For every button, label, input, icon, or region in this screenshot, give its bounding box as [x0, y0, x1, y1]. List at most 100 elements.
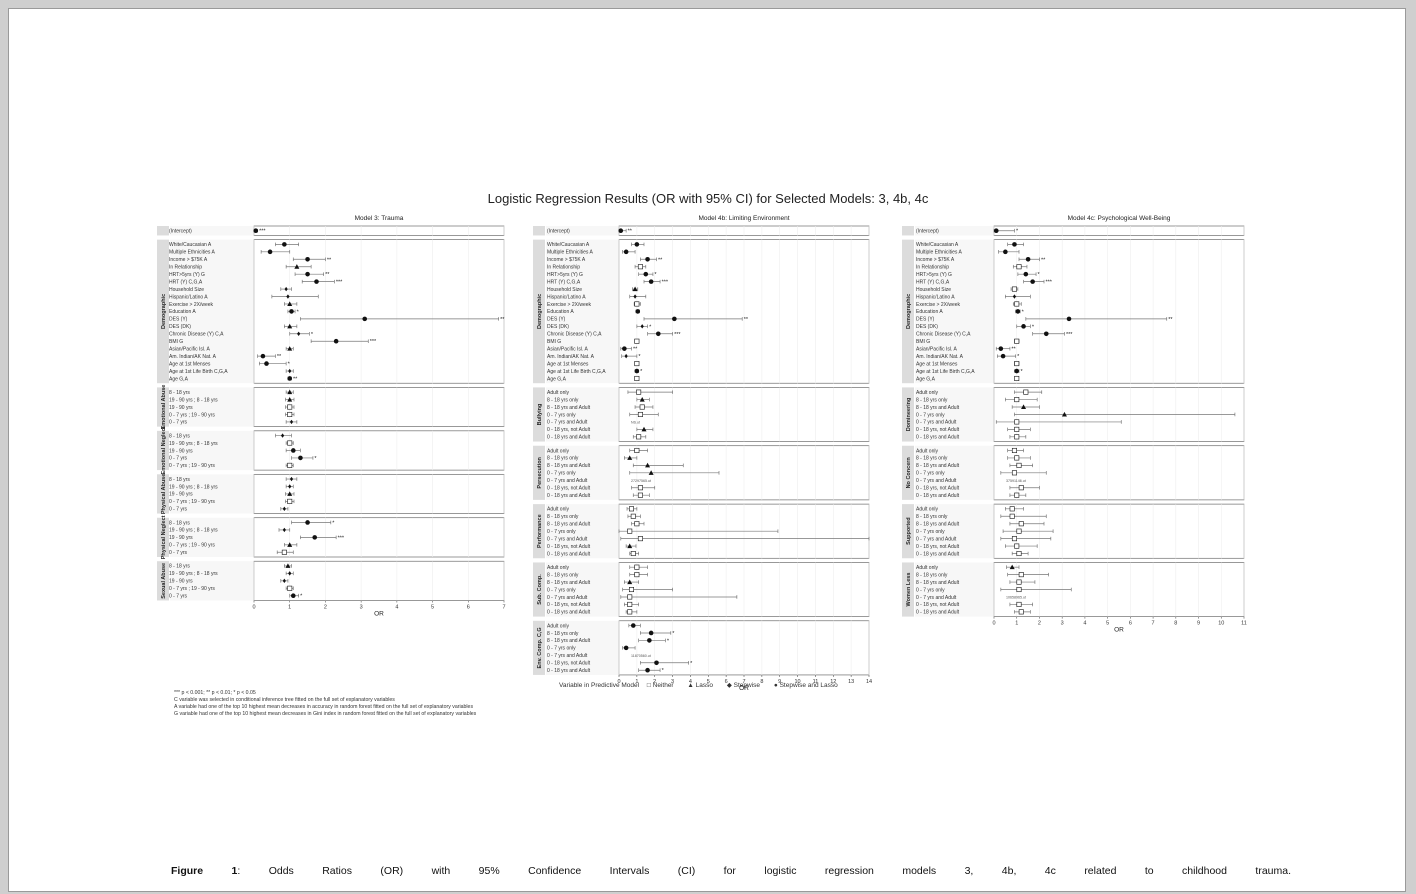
group-label: Physical Neglect: [161, 515, 167, 559]
forest-row: Age at 1st Menses *: [169, 361, 291, 368]
forest-row: 19 - 90 yrs: [169, 491, 295, 498]
row-label: 8 - 18 yrs and Adult: [547, 463, 591, 469]
row-label: HRT (Y) C,G,A: [916, 279, 950, 285]
forest-row: Age at 1st Life Birth C,G,A *: [916, 368, 1024, 375]
significance-label: **: [1168, 317, 1173, 323]
group-label: Domineering: [906, 398, 912, 432]
panel-box: [253, 560, 505, 601]
forest-row: Adult only: [916, 389, 1043, 396]
forest-row: Age at 1st Menses: [547, 361, 640, 367]
forest-row: In Relationship: [916, 264, 1028, 271]
row-label: BMI G: [547, 339, 561, 345]
forest-row: Age at 1st Menses: [916, 361, 1020, 367]
caption-label: Figure 1: [171, 865, 238, 877]
row-label: 19 - 90 yrs: [169, 492, 193, 498]
label-background: [170, 387, 254, 427]
point-marker: [288, 484, 292, 489]
forest-row: DES (DK) *: [547, 324, 652, 330]
point-marker: [647, 638, 652, 643]
row-label: DES (Y): [169, 317, 188, 323]
point-marker: [1009, 564, 1015, 570]
point-marker: [634, 368, 640, 374]
row-label: 0 - 7 yrs: [169, 550, 188, 556]
row-label: Household Size: [916, 287, 951, 293]
legend-label-neither: Neither: [652, 682, 674, 689]
panel-title: Model 3: Trauma: [355, 215, 404, 222]
row-label: 0 - 7 yrs ; 19 - 90 yrs: [169, 463, 215, 469]
point-marker: [627, 601, 633, 607]
forest-row: 0 - 18 yrs, not Adult: [547, 601, 639, 608]
group-label: Performance: [537, 514, 543, 548]
significance-label: ***: [336, 280, 343, 286]
point-marker: [287, 542, 293, 547]
point-marker: [655, 331, 661, 337]
group-strip: [902, 387, 914, 442]
label-background: [546, 562, 619, 617]
row-label: 8 - 18 yrs: [169, 520, 190, 526]
point-marker: [1043, 331, 1049, 337]
significance-label: **: [1041, 257, 1046, 263]
row-label: 0 - 7 yrs and Adult: [547, 653, 588, 659]
row-label: 8 - 18 yrs and Adult: [547, 522, 591, 528]
forest-row: 0 - 18 yrs and Adult: [547, 609, 638, 616]
group-1: Demographic White/Caucasian A Multiple Eth…: [533, 239, 870, 384]
forest-row: 0 - 7 yrs and Adult 27297565.ut: [547, 478, 651, 484]
significance-label: ***: [338, 535, 345, 541]
forest-row: 8 - 18 yrs and Adult: [916, 521, 1045, 528]
point-marker: [998, 346, 1004, 351]
row-label: 8 - 18 yrs only: [916, 572, 948, 578]
significance-label: *: [640, 369, 643, 375]
point-marker: [634, 572, 640, 578]
forest-row: 0 - 7 yrs only: [547, 528, 779, 535]
point-marker: [287, 301, 293, 306]
row-label: 8 - 18 yrs only: [547, 572, 579, 578]
forest-row: 19 - 90 yrs ; 8 - 18 yrs: [169, 527, 291, 534]
x-tick-label: 3: [360, 604, 363, 610]
forest-row: 0 - 7 yrs and Adult 11870560.ut: [547, 653, 651, 659]
forest-row: 0 - 7 yrs: [169, 549, 294, 556]
point-marker: [635, 309, 641, 314]
forest-row: DES (DK): [169, 323, 298, 330]
point-marker: [645, 667, 650, 673]
legend-item-lasso: ▲ Lasso: [687, 682, 714, 689]
row-label: Age at 1st Life Birth C,G,A: [547, 369, 606, 375]
point-marker: [305, 256, 310, 262]
point-marker: [289, 309, 294, 314]
forest-row: (Intercept) *: [916, 228, 1019, 235]
forest-row: Multiple Ethnicities A: [169, 249, 291, 256]
forest-row: 0 - 18 yrs and Adult: [547, 551, 639, 557]
point-marker: [1011, 286, 1017, 292]
forest-row: HRT (Y) C,G,A ***: [547, 279, 669, 286]
point-marker: [1014, 338, 1020, 344]
point-marker: [1018, 521, 1024, 527]
forest-row: Multiple Ethnicities A: [547, 249, 636, 256]
forest-row: 8 - 18 yrs and Adult: [916, 404, 1040, 411]
significance-label: *: [1021, 369, 1024, 375]
forest-row: Income > $75K A **: [916, 256, 1046, 263]
x-tick-label: 6: [467, 604, 470, 610]
panel-2: Model 4c: Psychological Well-Being (Inter…: [902, 215, 1247, 634]
forest-row: 0 - 7 yrs ; 19 - 90 yrs: [169, 411, 295, 418]
point-marker: [1016, 579, 1022, 585]
group-strip: [533, 226, 545, 236]
significance-label: ***: [1046, 280, 1053, 286]
point-marker: [641, 426, 647, 432]
row-label: Household Size: [547, 287, 582, 293]
significance-label: *: [654, 272, 657, 278]
legend-label-lasso: Lasso: [695, 682, 714, 689]
point-marker: [634, 564, 640, 570]
significance-label: *: [638, 354, 641, 360]
row-label: DES (Y): [916, 317, 935, 323]
forest-row: 0 - 18 yrs and Adult: [547, 434, 647, 441]
group-strip: [533, 562, 545, 617]
point-marker: [1014, 543, 1020, 549]
row-label: HRT (Y) C,G,A: [169, 279, 203, 285]
x-tick-label: 11: [1241, 621, 1247, 627]
group-0: (Intercept) **: [533, 225, 870, 236]
row-label: 0 - 18 yrs and Adult: [916, 435, 960, 441]
point-marker: [1011, 536, 1017, 542]
group-label: Women Less: [906, 573, 912, 607]
point-marker: [1014, 419, 1020, 425]
x-tick-label: 14: [866, 679, 872, 685]
